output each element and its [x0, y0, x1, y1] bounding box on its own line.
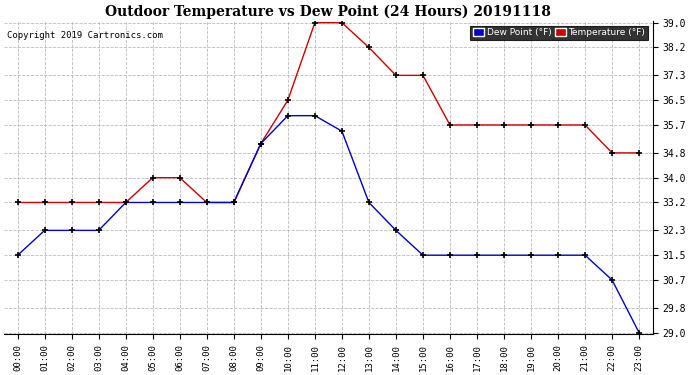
Legend: Dew Point (°F), Temperature (°F): Dew Point (°F), Temperature (°F): [471, 26, 648, 40]
Text: Copyright 2019 Cartronics.com: Copyright 2019 Cartronics.com: [8, 30, 164, 39]
Title: Outdoor Temperature vs Dew Point (24 Hours) 20191118: Outdoor Temperature vs Dew Point (24 Hou…: [106, 4, 551, 18]
